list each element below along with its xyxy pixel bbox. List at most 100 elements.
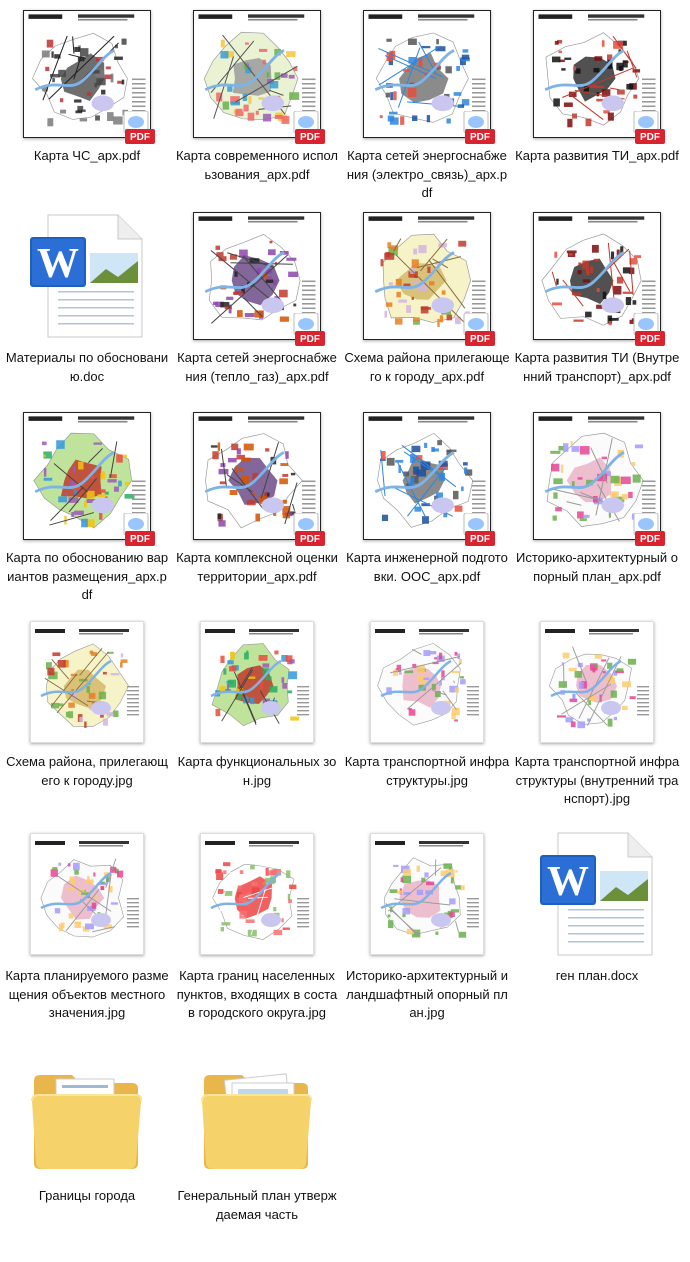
jpg-map-preview [370, 833, 484, 955]
file-thumbnail[interactable]: PDF [2, 2, 172, 145]
file-thumbnail[interactable] [2, 1047, 172, 1190]
file-item[interactable]: PDF Карта развития ТИ_арх.pdf [512, 0, 682, 222]
pdf-badge-icon: PDF [292, 111, 328, 145]
file-item[interactable]: Карта транспортной инфраструктуры.jpg [342, 608, 512, 828]
file-thumbnail[interactable]: PDF [172, 404, 342, 547]
svg-text:PDF: PDF [300, 334, 320, 345]
svg-text:PDF: PDF [470, 132, 490, 143]
pdf-badge-icon: PDF [122, 111, 158, 145]
word-document-icon: W [538, 831, 656, 957]
pdf-badge-icon: PDF [462, 111, 498, 145]
pdf-badge-icon: PDF [462, 313, 498, 347]
file-name-label: Карта сетей энергоснабжения (тепло_газ)_… [174, 349, 340, 386]
pdf-badge-icon: PDF [462, 513, 498, 547]
svg-text:PDF: PDF [300, 132, 320, 143]
svg-text:PDF: PDF [470, 334, 490, 345]
file-thumbnail[interactable]: PDF [172, 2, 342, 145]
file-item[interactable]: PDF Карта сетей энергоснабжения (электро… [342, 0, 512, 222]
folder-icon [198, 1063, 316, 1175]
file-name-label: Карта развития ТИ_арх.pdf [514, 147, 680, 166]
file-item[interactable]: PDF Карта современного использования_арх… [172, 0, 342, 222]
pdf-badge-icon: PDF [632, 111, 668, 145]
file-thumbnail[interactable]: W [512, 822, 682, 965]
file-name-label: Карта границ населенных пунктов, входящи… [174, 967, 340, 1023]
svg-text:PDF: PDF [640, 534, 660, 545]
file-item[interactable]: Границы города [2, 1045, 172, 1262]
file-name-label: ген план.docx [514, 967, 680, 986]
file-item[interactable]: Карта границ населенных пунктов, входящи… [172, 820, 342, 1042]
file-item[interactable]: PDF Карта развития ТИ (Внутренний трансп… [512, 202, 682, 424]
file-thumbnail[interactable] [2, 610, 172, 753]
file-thumbnail[interactable] [512, 610, 682, 753]
file-item[interactable]: Генеральный план утверждаемая часть [172, 1045, 342, 1262]
file-name-label: Границы города [4, 1187, 170, 1206]
file-item[interactable]: PDF Карта инженерной подготовки. ООС_арх… [342, 402, 512, 624]
file-item[interactable]: PDF Карта сетей энергоснабжения (тепло_г… [172, 202, 342, 424]
file-item[interactable]: Карта планируемого размещения объектов м… [2, 820, 172, 1042]
file-grid: PDF Карта ЧС_арх.pdf PDF Карта современн… [0, 0, 690, 1235]
file-thumbnail[interactable]: PDF [512, 2, 682, 145]
file-name-label: Схема района, прилегающего к городу.jpg [4, 753, 170, 790]
pdf-badge-icon: PDF [292, 513, 328, 547]
file-thumbnail[interactable]: PDF [2, 404, 172, 547]
file-name-label: Материалы по обоснованию.doc [4, 349, 170, 386]
file-name-label: Карта планируемого размещения объектов м… [4, 967, 170, 1023]
jpg-map-preview [30, 621, 144, 743]
file-item[interactable]: W ген план.docx [512, 820, 682, 1042]
pdf-badge-icon: PDF [122, 513, 158, 547]
jpg-map-preview [540, 621, 654, 743]
file-item[interactable]: PDF Карта по обоснованию вариантов разме… [2, 402, 172, 624]
file-thumbnail[interactable] [172, 822, 342, 965]
file-thumbnail[interactable] [172, 610, 342, 753]
file-thumbnail[interactable]: PDF [512, 404, 682, 547]
file-thumbnail[interactable]: PDF [512, 204, 682, 347]
file-name-label: Карта ЧС_арх.pdf [4, 147, 170, 166]
file-item[interactable]: PDF Историко-архитектурный опорный план_… [512, 402, 682, 624]
file-thumbnail[interactable]: PDF [172, 204, 342, 347]
file-item[interactable]: PDF Карта ЧС_арх.pdf [2, 0, 172, 222]
file-item[interactable]: W Материалы по обоснованию.doc [2, 202, 172, 424]
file-item[interactable]: PDF Карта комплексной оценки территории_… [172, 402, 342, 624]
file-item[interactable]: PDF Схема района прилегающего к городу_а… [342, 202, 512, 424]
svg-text:PDF: PDF [470, 534, 490, 545]
file-name-label: Карта сетей энергоснабжения (электро_свя… [344, 147, 510, 203]
folder-icon [28, 1063, 146, 1175]
pdf-badge-icon: PDF [292, 313, 328, 347]
svg-text:PDF: PDF [640, 334, 660, 345]
file-name-label: Карта функциональных зон.jpg [174, 753, 340, 790]
svg-text:PDF: PDF [130, 534, 150, 545]
jpg-map-preview [200, 621, 314, 743]
file-thumbnail[interactable] [342, 610, 512, 753]
file-item[interactable]: Историко-архитектурный и ландшафтный опо… [342, 820, 512, 1042]
file-thumbnail[interactable] [342, 822, 512, 965]
file-name-label: Историко-архитектурный и ландшафтный опо… [344, 967, 510, 1023]
file-thumbnail[interactable] [172, 1047, 342, 1190]
file-thumbnail[interactable]: PDF [342, 204, 512, 347]
jpg-map-preview [200, 833, 314, 955]
svg-text:W: W [37, 241, 79, 287]
file-thumbnail[interactable]: PDF [342, 2, 512, 145]
file-item[interactable]: Схема района, прилегающего к городу.jpg [2, 608, 172, 828]
file-name-label: Схема района прилегающего к городу_арх.p… [344, 349, 510, 386]
file-name-label: Историко-архитектурный опорный план_арх.… [514, 549, 680, 586]
jpg-map-preview [30, 833, 144, 955]
file-name-label: Генеральный план утверждаемая часть [174, 1187, 340, 1224]
file-item[interactable]: Карта функциональных зон.jpg [172, 608, 342, 828]
file-name-label: Карта комплексной оценки территории_арх.… [174, 549, 340, 586]
pdf-badge-icon: PDF [632, 313, 668, 347]
file-item[interactable]: Карта транспортной инфраструктуры (внутр… [512, 608, 682, 828]
svg-text:PDF: PDF [640, 132, 660, 143]
file-thumbnail[interactable]: PDF [342, 404, 512, 547]
file-name-label: Карта современного использования_арх.pdf [174, 147, 340, 184]
file-name-label: Карта транспортной инфраструктуры.jpg [344, 753, 510, 790]
file-thumbnail[interactable] [2, 822, 172, 965]
file-name-label: Карта по обоснованию вариантов размещени… [4, 549, 170, 605]
svg-text:PDF: PDF [300, 534, 320, 545]
file-name-label: Карта инженерной подготовки. ООС_арх.pdf [344, 549, 510, 586]
file-name-label: Карта развития ТИ (Внутренний транспорт)… [514, 349, 680, 386]
pdf-badge-icon: PDF [632, 513, 668, 547]
jpg-map-preview [370, 621, 484, 743]
file-thumbnail[interactable]: W [2, 204, 172, 347]
word-document-icon: W [28, 213, 146, 339]
file-name-label: Карта транспортной инфраструктуры (внутр… [514, 753, 680, 809]
